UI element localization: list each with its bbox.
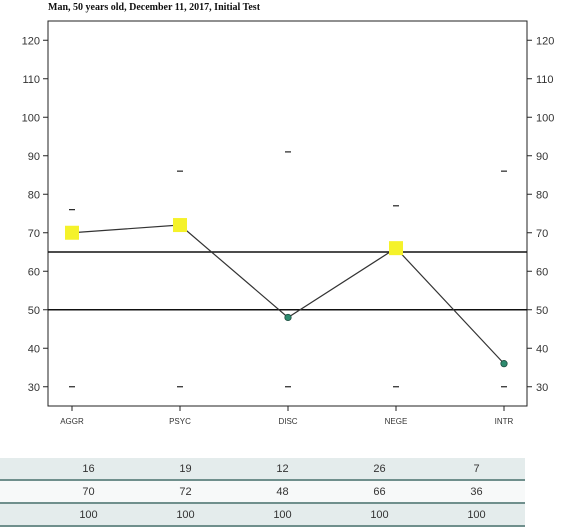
chart-title: Man, 50 years old, December 11, 2017, In… bbox=[48, 2, 261, 13]
table-cell: 100 bbox=[234, 503, 331, 527]
y-tick-label-right: 80 bbox=[536, 189, 548, 201]
y-tick-label-left: 50 bbox=[28, 305, 40, 317]
x-tick-label: PSYC bbox=[169, 417, 191, 426]
y-tick-label-right: 70 bbox=[536, 228, 548, 240]
data-point-highlight bbox=[65, 225, 79, 240]
series-line bbox=[71, 224, 505, 365]
y-tick-label-left: 90 bbox=[28, 151, 40, 163]
data-point-highlight bbox=[389, 241, 403, 256]
data-point bbox=[500, 360, 508, 368]
table-cell: 100 bbox=[331, 503, 428, 527]
row-lead-cell bbox=[0, 458, 40, 481]
table-cell: 100 bbox=[40, 503, 137, 527]
table-row: 100 100 100 100 100 bbox=[0, 503, 525, 527]
x-tick-label: DISC bbox=[278, 417, 297, 426]
table-cell: 12 bbox=[234, 458, 331, 481]
table-row: 16 19 12 26 7 bbox=[0, 458, 525, 481]
table-cell: 19 bbox=[137, 458, 234, 481]
table-cell: 70 bbox=[40, 480, 137, 504]
y-tick-label-left: 100 bbox=[22, 112, 40, 124]
data-point bbox=[284, 313, 292, 322]
row-lead-cell bbox=[0, 480, 40, 504]
y-tick-label-right: 100 bbox=[536, 112, 554, 124]
y-tick-label-right: 110 bbox=[536, 74, 554, 86]
y-tick-label-left: 110 bbox=[22, 74, 40, 86]
y-tick-label-right: 90 bbox=[536, 151, 548, 163]
row-lead-cell bbox=[0, 503, 40, 527]
y-tick-label-left: 70 bbox=[28, 228, 40, 240]
y-tick-label-right: 50 bbox=[536, 305, 548, 317]
table-cell: 66 bbox=[331, 480, 428, 504]
table-cell: 100 bbox=[428, 503, 525, 527]
data-point-highlight bbox=[173, 218, 187, 233]
table-cell: 48 bbox=[234, 480, 331, 504]
y-tick-label-right: 40 bbox=[536, 343, 548, 355]
x-tick-label: INTR bbox=[495, 417, 514, 426]
table-cell: 100 bbox=[137, 503, 234, 527]
y-tick-label-left: 40 bbox=[28, 343, 40, 355]
y-tick-label-right: 120 bbox=[536, 35, 554, 47]
table-row: 70 72 48 66 36 bbox=[0, 480, 525, 504]
y-tick-label-left: 60 bbox=[28, 266, 40, 278]
x-tick-label: NEGE bbox=[385, 417, 408, 426]
table-cell: 26 bbox=[331, 458, 428, 481]
y-tick-label-left: 80 bbox=[28, 189, 40, 201]
table-cell: 16 bbox=[40, 458, 137, 481]
table-cell: 36 bbox=[428, 480, 525, 504]
table-cell: 7 bbox=[428, 458, 525, 481]
plot-area-frame bbox=[47, 20, 528, 407]
y-tick-label-right: 60 bbox=[536, 266, 548, 278]
y-tick-label-left: 120 bbox=[22, 35, 40, 47]
line-chart: 30 30 40 40 50 50 60 60 70 70 80 80 90 90 100 100 110 110… bbox=[22, 20, 554, 426]
table-cell: 72 bbox=[137, 480, 234, 504]
score-table: 16 19 12 26 7 70 72 48 66 36 100 100 100 100 100 bbox=[0, 458, 525, 527]
y-tick-label-left: 30 bbox=[28, 382, 40, 394]
x-tick-label: AGGR bbox=[60, 417, 84, 426]
y-tick-label-right: 30 bbox=[536, 382, 548, 394]
